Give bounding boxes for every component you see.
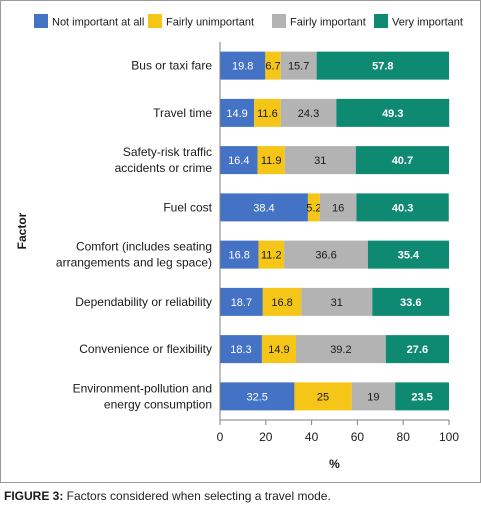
data-label-2-2: 11.6 bbox=[257, 108, 278, 120]
category-label-2-line-1: Travel time bbox=[153, 106, 212, 120]
bar-segment-6-1 bbox=[220, 287, 263, 316]
bar-segment-5-4 bbox=[367, 240, 449, 269]
x-tick-label-1: 0 bbox=[217, 430, 224, 444]
legend-swatch-4 bbox=[374, 14, 388, 28]
bar-segment-8-2 bbox=[294, 382, 352, 411]
bar-segment-5-2 bbox=[258, 240, 285, 269]
data-label-3-4: 40.7 bbox=[392, 155, 413, 167]
data-label-1-4: 57.8 bbox=[372, 61, 393, 73]
data-label-3-2: 11.9 bbox=[261, 155, 282, 167]
bar-segment-4-3 bbox=[319, 193, 357, 222]
bar-segment-1-1 bbox=[220, 51, 266, 80]
bar-segment-7-4 bbox=[385, 335, 449, 364]
figure-caption: FIGURE 3: Factors considered when select… bbox=[4, 489, 331, 503]
data-label-7-3: 39.2 bbox=[330, 344, 351, 356]
category-label-7-line-1: Convenience or flexibility bbox=[79, 342, 212, 356]
x-tick-label-6: 100 bbox=[439, 430, 459, 444]
bar-segment-3-3 bbox=[284, 146, 356, 175]
bar-segment-2-4 bbox=[336, 98, 450, 127]
data-label-7-1: 18.3 bbox=[230, 344, 251, 356]
legend-swatch-2 bbox=[148, 14, 162, 28]
data-label-4-3: 16 bbox=[332, 202, 344, 214]
legend-label-1: Not important at all bbox=[52, 17, 144, 29]
data-label-1-1: 19.8 bbox=[232, 61, 253, 73]
legend-label-3: Fairly important bbox=[290, 17, 366, 29]
bar-segment-6-3 bbox=[301, 287, 373, 316]
x-axis-title: % bbox=[329, 457, 340, 471]
data-label-4-1: 38.4 bbox=[253, 202, 274, 214]
legend-label-4: Very important bbox=[392, 17, 463, 29]
bar-segment-2-1 bbox=[220, 98, 255, 127]
data-label-4-4: 40.3 bbox=[392, 202, 413, 214]
data-label-1-3: 15.7 bbox=[288, 61, 309, 73]
data-label-5-4: 35.4 bbox=[398, 250, 420, 262]
category-label-8-line-2: energy consumption bbox=[104, 397, 212, 411]
data-label-7-2: 14.9 bbox=[268, 344, 289, 356]
category-label-5-line-2: arrangements and leg space) bbox=[56, 256, 212, 270]
stacked-bar-chart: Not important at all Fairly unimportant Fa… bbox=[15, 14, 463, 471]
x-tick-label-2: 20 bbox=[259, 430, 273, 444]
data-label-6-3: 31 bbox=[331, 297, 343, 309]
bar-segment-1-3 bbox=[280, 51, 317, 80]
data-label-6-4: 33.6 bbox=[400, 297, 421, 309]
bar-segment-1-4 bbox=[316, 51, 449, 80]
caption-label: FIGURE 3: bbox=[4, 489, 64, 503]
data-label-5-3: 36.6 bbox=[315, 250, 336, 262]
bar-segment-6-2 bbox=[262, 287, 302, 316]
bar-segment-2-2 bbox=[254, 98, 281, 127]
category-label-4-line-1: Fuel cost bbox=[163, 200, 212, 214]
bar-segment-5-3 bbox=[284, 240, 368, 269]
data-label-8-1: 32.5 bbox=[247, 391, 268, 403]
bar-segment-2-3 bbox=[280, 98, 337, 127]
legend-swatch-1 bbox=[34, 14, 48, 28]
bar-segment-7-2 bbox=[261, 335, 297, 364]
bar-segment-4-2 bbox=[307, 193, 320, 222]
data-label-6-1: 18.7 bbox=[231, 297, 252, 309]
bar-segment-3-1 bbox=[220, 146, 258, 175]
legend-label-2: Fairly unimportant bbox=[166, 17, 254, 29]
data-label-2-3: 24.3 bbox=[298, 108, 319, 120]
bar-segment-5-1 bbox=[220, 240, 259, 269]
data-label-3-3: 31 bbox=[314, 155, 326, 167]
bar-segment-7-1 bbox=[220, 335, 262, 364]
data-label-4-2: 5.2 bbox=[306, 202, 321, 214]
x-tick-label-4: 60 bbox=[351, 430, 365, 444]
bar-segment-4-4 bbox=[356, 193, 449, 222]
data-label-5-2: 11.2 bbox=[261, 250, 282, 262]
data-label-2-4: 49.3 bbox=[382, 108, 403, 120]
data-label-8-3: 19 bbox=[367, 391, 379, 403]
bar-segment-3-4 bbox=[355, 146, 449, 175]
category-label-1-line-1: Bus or taxi fare bbox=[131, 59, 212, 73]
category-label-3-line-2: accidents or crime bbox=[115, 161, 213, 175]
legend-swatch-3 bbox=[272, 14, 286, 28]
category-label-5-line-1: Comfort (includes seating bbox=[76, 240, 212, 254]
bar-segment-8-1 bbox=[220, 382, 295, 411]
category-label-6-line-1: Dependability or reliability bbox=[75, 295, 212, 309]
bar-segment-4-1 bbox=[220, 193, 308, 222]
data-label-6-2: 16.8 bbox=[271, 297, 292, 309]
bar-segment-3-2 bbox=[257, 146, 285, 175]
bar-segment-8-3 bbox=[351, 382, 396, 411]
category-label-3-line-1: Safety-risk traffic bbox=[123, 145, 212, 159]
category-label-8-line-1: Environment-pollution and bbox=[73, 381, 212, 395]
data-label-3-1: 16.4 bbox=[228, 155, 249, 167]
data-label-2-1: 14.9 bbox=[226, 108, 247, 120]
data-label-5-1: 16.8 bbox=[229, 250, 250, 262]
caption-text: Factors considered when selecting a trav… bbox=[63, 489, 331, 503]
y-axis-title: Factor bbox=[15, 212, 29, 249]
data-label-8-2: 25 bbox=[317, 391, 329, 403]
x-tick-label-5: 80 bbox=[397, 430, 411, 444]
bar-segment-7-3 bbox=[296, 335, 386, 364]
bar-segment-8-4 bbox=[395, 382, 449, 411]
bar-segment-1-2 bbox=[265, 51, 281, 80]
data-label-8-4: 23.5 bbox=[411, 391, 432, 403]
data-label-1-2: 6.7 bbox=[265, 61, 280, 73]
data-label-7-4: 27.6 bbox=[407, 344, 428, 356]
bar-segment-6-4 bbox=[372, 287, 450, 316]
x-tick-label-3: 40 bbox=[305, 430, 319, 444]
